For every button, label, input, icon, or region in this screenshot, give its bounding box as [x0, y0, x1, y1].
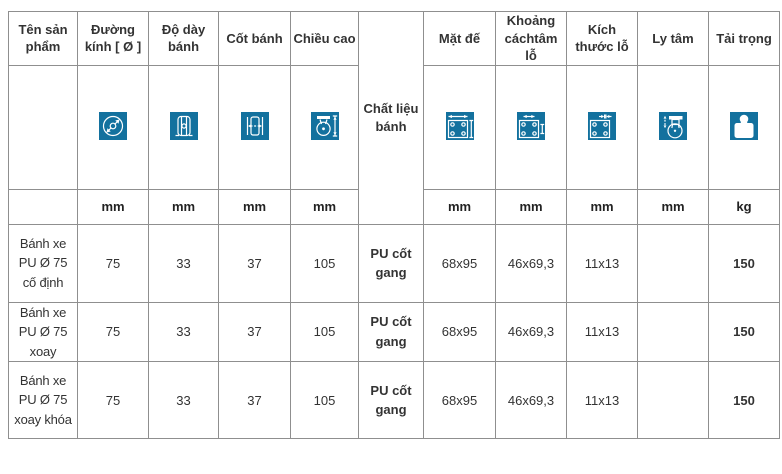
product-name: Bánh xe PU Ø 75 xoay khóa: [8, 361, 78, 440]
value-hole-size: 11x13: [566, 301, 638, 363]
value-load: 150: [708, 223, 780, 303]
unit-hole-size: mm: [566, 188, 638, 225]
table-row: Bánh xe PU Ø 75 xoay 75 33 37 105 PU cốt…: [8, 301, 780, 363]
unit-load: kg: [708, 188, 780, 225]
value-wheel-bore: 37: [218, 361, 291, 440]
table-row: Bánh xe PU Ø 75 xoay khóa 75 33 37 105 P…: [8, 361, 780, 440]
col-header-hole-distance: Khoảng cáchtâm lỗ: [495, 11, 567, 66]
value-material: PU cốt gang: [358, 223, 424, 303]
value-wheel-width: 33: [148, 223, 219, 303]
value-load: 150: [708, 361, 780, 440]
value-hole-distance: 46x69,3: [495, 301, 567, 363]
col-header-load: Tải trọng: [708, 11, 780, 66]
col-header-offset: Ly tâm: [637, 11, 709, 66]
wheel-width-icon: [169, 111, 198, 140]
unit-cell-empty: [8, 188, 78, 225]
value-plate: 68x95: [423, 223, 496, 303]
col-header-wheel-width: Độ dày bánh: [148, 11, 219, 66]
product-name: Bánh xe PU Ø 75 xoay: [8, 301, 78, 363]
col-header-hole-size: Kích thước lỗ: [566, 11, 638, 66]
value-offset: [637, 361, 709, 440]
value-hole-size: 11x13: [566, 223, 638, 303]
height-icon: [310, 111, 339, 140]
unit-height: mm: [290, 188, 359, 225]
value-diameter: 75: [77, 301, 149, 363]
caster-spec-table: Tên sản phẩm Đường kính [ Ø ] Độ dày bán…: [8, 11, 780, 440]
plate-icon: [445, 111, 474, 140]
hole-distance-icon: [517, 111, 545, 140]
value-wheel-width: 33: [148, 361, 219, 440]
value-wheel-bore: 37: [218, 223, 291, 303]
unit-plate: mm: [423, 188, 496, 225]
value-hole-size: 11x13: [566, 361, 638, 440]
value-height: 105: [290, 301, 359, 363]
value-hole-distance: 46x69,3: [495, 361, 567, 440]
unit-wheel-bore: mm: [218, 188, 291, 225]
units-row: mm mm mm mm mm mm mm mm kg: [8, 188, 780, 225]
col-header-wheel-bore: Cốt bánh: [218, 11, 291, 66]
value-wheel-width: 33: [148, 301, 219, 363]
value-plate: 68x95: [423, 361, 496, 440]
value-wheel-bore: 37: [218, 301, 291, 363]
value-offset: [637, 223, 709, 303]
value-height: 105: [290, 361, 359, 440]
table-row: Bánh xe PU Ø 75 cố định 75 33 37 105 PU …: [8, 223, 780, 303]
unit-diameter: mm: [77, 188, 149, 225]
value-hole-distance: 46x69,3: [495, 223, 567, 303]
unit-hole-distance: mm: [495, 188, 567, 225]
value-offset: [637, 301, 709, 363]
icon-row: [8, 64, 780, 190]
col-header-product-name: Tên sản phẩm: [8, 11, 78, 66]
product-name: Bánh xe PU Ø 75 cố định: [8, 223, 78, 303]
col-header-plate: Mặt đế: [423, 11, 496, 66]
value-diameter: 75: [77, 361, 149, 440]
wheel-bore-icon: [240, 111, 269, 140]
diameter-icon: [99, 111, 127, 140]
offset-icon: [659, 111, 687, 140]
header-row: Tên sản phẩm Đường kính [ Ø ] Độ dày bán…: [8, 11, 780, 225]
col-header-wheel-material: Chất liệu bánh: [358, 11, 424, 225]
col-header-diameter: Đường kính [ Ø ]: [77, 11, 149, 66]
icon-cell-empty: [8, 64, 78, 190]
value-material: PU cốt gang: [358, 301, 424, 363]
unit-wheel-width: mm: [148, 188, 219, 225]
hole-size-icon: [588, 111, 616, 140]
value-diameter: 75: [77, 223, 149, 303]
value-material: PU cốt gang: [358, 361, 424, 440]
unit-offset: mm: [637, 188, 709, 225]
value-height: 105: [290, 223, 359, 303]
col-header-height: Chiều cao: [290, 11, 359, 66]
value-load: 150: [708, 301, 780, 363]
load-icon: [730, 111, 758, 140]
value-plate: 68x95: [423, 301, 496, 363]
